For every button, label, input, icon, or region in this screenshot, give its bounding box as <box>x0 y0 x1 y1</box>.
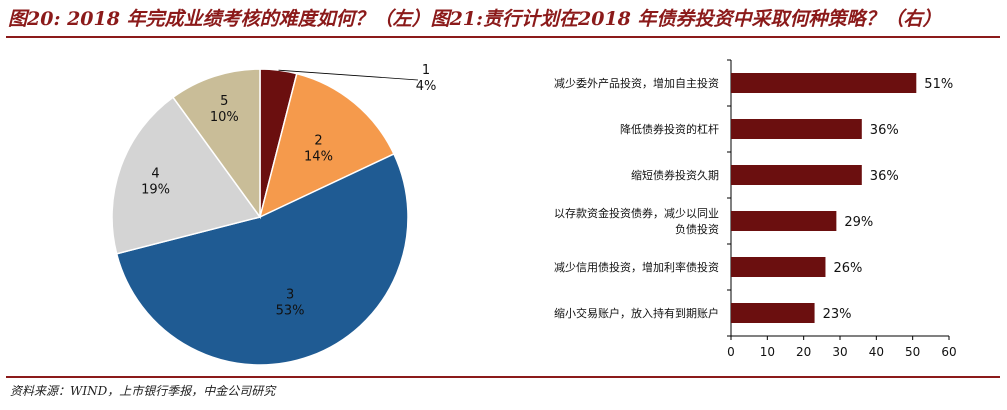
source-note: 资料来源：WIND，上市银行季报，中金公司研究 <box>10 384 276 398</box>
pie-slice-label: 4 <box>151 166 159 181</box>
bar-x-tick-label: 0 <box>727 345 735 359</box>
bar-value-label: 23% <box>823 307 852 322</box>
pie-slice-value: 4% <box>416 79 437 94</box>
pie-slice-5 <box>171 68 261 220</box>
bar-rect <box>731 257 826 277</box>
pie-slice-3 <box>115 152 409 366</box>
bar-x-tick-label: 30 <box>832 345 847 359</box>
pie-slice-value: 14% <box>304 149 333 164</box>
bar-rect <box>731 119 862 139</box>
bar-x-tick-label: 40 <box>869 345 884 359</box>
pie-slice-value: 10% <box>210 110 239 125</box>
pie-slice-2 <box>258 72 395 219</box>
bar-category-label: 减少信用债投资，增加利率债投资 <box>554 260 719 274</box>
bar-value-label: 29% <box>844 215 873 230</box>
pie-slice-value: 19% <box>141 182 170 197</box>
bar-category-label: 缩小交易账户，放入持有到期账户 <box>554 306 719 320</box>
bar-category-label: 减少委外产品投资，增加自主投资 <box>554 76 719 90</box>
pie-leader-line <box>278 69 419 81</box>
bar-value-label: 36% <box>870 169 899 184</box>
pie-chart: 14%214%353%419%510% <box>111 63 437 366</box>
bar-x-tick-label: 20 <box>796 345 811 359</box>
bar-rect <box>731 211 837 231</box>
bar-value-label: 51% <box>924 77 953 92</box>
bar-x-tick-label: 60 <box>941 345 956 359</box>
pie-slice-label: 5 <box>220 94 228 109</box>
bar-value-label: 26% <box>833 261 862 276</box>
bar-category-label: 缩短债券投资久期 <box>631 168 719 182</box>
bar-category-label: 降低债券投资的杠杆 <box>620 122 719 136</box>
pie-slice-label: 1 <box>422 63 430 78</box>
bar-rect <box>731 73 917 93</box>
pie-slice-value: 53% <box>276 304 305 319</box>
pie-slice-4 <box>111 96 262 255</box>
pie-slice-label: 2 <box>314 133 322 148</box>
title-divider <box>6 36 1000 38</box>
pie-slice-label: 3 <box>286 288 294 303</box>
bar-chart: 0 10 20 30 40 50 60 51% 减少委外产品投资，增加自主投资 36% 降低债券投资… <box>554 59 957 359</box>
bar-x-tick-label: 10 <box>760 345 775 359</box>
page-title: 图20: 2018 年完成业绩考核的难度如何？（左）图21:责行计划在2018 … <box>8 8 942 30</box>
footer-divider <box>6 376 1000 378</box>
bar-category-label: 以存款资金投资债券，减少以同业 <box>554 206 719 220</box>
bar-category-label: 负债投资 <box>675 222 719 236</box>
bar-rect <box>731 165 862 185</box>
bar-rect <box>731 303 815 323</box>
bar-value-label: 36% <box>870 123 899 138</box>
bar-x-tick-label: 50 <box>905 345 920 359</box>
